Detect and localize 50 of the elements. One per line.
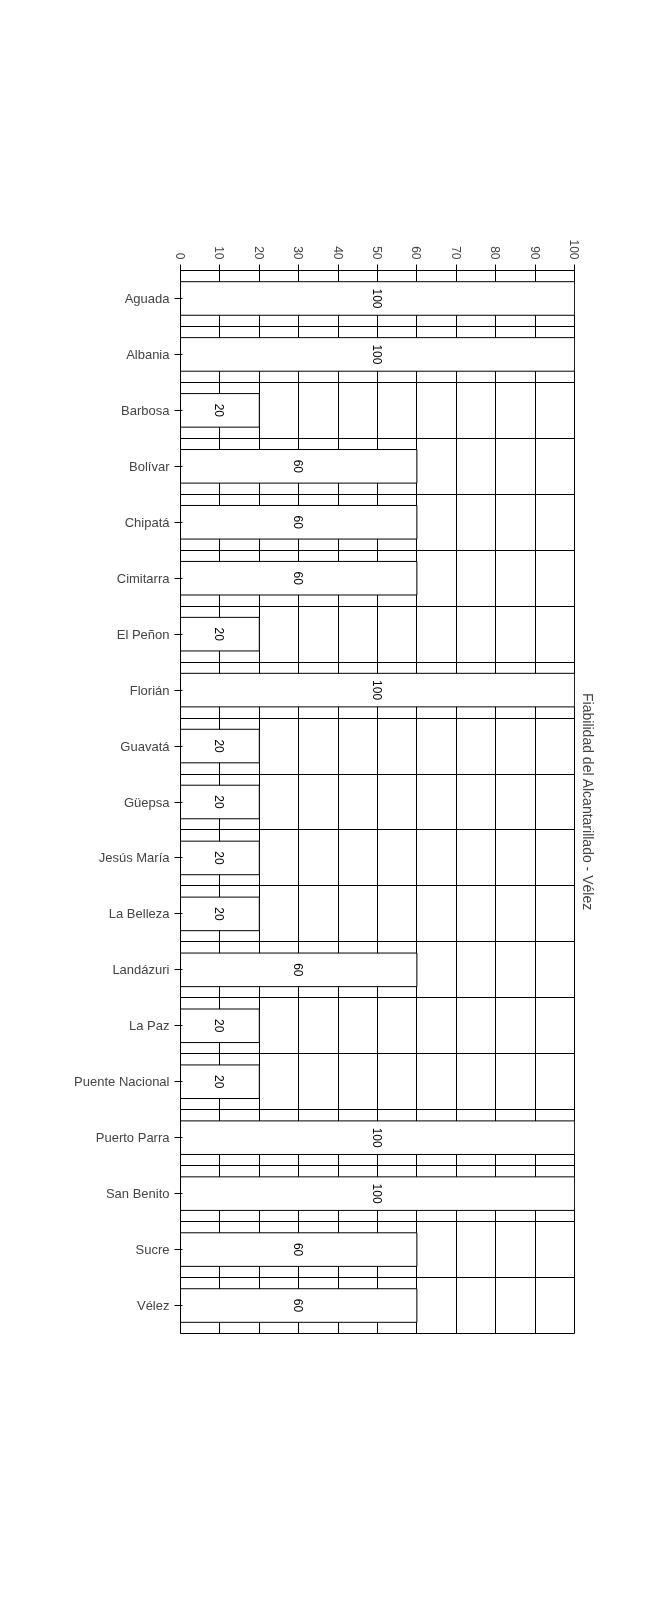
y-tick-label: Vélez — [136, 1298, 170, 1314]
data-label: 20 — [212, 627, 227, 642]
y-tick-label: Bolívar — [129, 458, 171, 474]
y-tick-label: Sucre — [135, 1242, 170, 1258]
x-tick-label: 80 — [488, 246, 503, 260]
y-tick-label: Puente Nacional — [74, 1074, 170, 1090]
data-label: 20 — [212, 739, 227, 754]
data-label: 20 — [212, 907, 227, 921]
y-tick-label: El Peñon — [116, 626, 170, 642]
y-tick-label: Florián — [129, 682, 170, 698]
y-tick-label: Puerto Parra — [95, 1130, 171, 1146]
data-label: 20 — [212, 795, 227, 809]
y-tick-label: San Benito — [105, 1186, 170, 1202]
y-tick-label: Barbosa — [121, 402, 171, 418]
data-label: 60 — [291, 515, 306, 530]
data-label: 20 — [212, 851, 227, 865]
y-tick-label: Aguada — [124, 290, 171, 306]
y-tick-label: Güepsa — [123, 794, 171, 810]
y-tick-label: Chipatá — [124, 514, 171, 530]
data-label: 60 — [291, 1242, 306, 1257]
data-label: 60 — [291, 571, 306, 586]
y-tick-label: La Belleza — [108, 906, 171, 922]
y-tick-label: La Paz — [129, 1018, 170, 1034]
x-tick-label: 50 — [370, 246, 384, 260]
y-tick-label: Guavatá — [120, 738, 171, 754]
x-tick-label: 0 — [173, 252, 187, 260]
data-label: 100 — [370, 1127, 384, 1149]
data-label: 20 — [212, 403, 227, 418]
data-label: 60 — [291, 459, 306, 474]
x-tick-label: 100 — [567, 239, 581, 260]
data-label: 100 — [370, 344, 384, 365]
text: Fiabilidad del Alcantarillado - Vélez — [579, 693, 596, 911]
x-tick-label: 10 — [212, 246, 227, 260]
x-tick-label: 30 — [291, 246, 306, 260]
x-tick-label: 40 — [330, 246, 345, 260]
y-tick-label: Cimitarra — [116, 570, 171, 586]
x-tick-label: 60 — [409, 246, 424, 260]
data-label: 100 — [370, 680, 384, 701]
data-label: 100 — [370, 288, 384, 309]
x-tick-label: 20 — [251, 246, 266, 260]
y-tick-label: Jesús María — [98, 850, 171, 866]
x-tick-label: 90 — [527, 246, 542, 260]
data-label: 100 — [370, 1183, 384, 1204]
x-tick-label: 70 — [448, 246, 463, 260]
y-tick-label: Landázuri — [112, 962, 170, 978]
data-label: 20 — [212, 1075, 227, 1089]
data-label: 60 — [291, 1298, 306, 1313]
y-tick-label: Albania — [126, 346, 171, 362]
data-label: 60 — [291, 963, 306, 977]
data-label: 20 — [212, 1019, 227, 1033]
